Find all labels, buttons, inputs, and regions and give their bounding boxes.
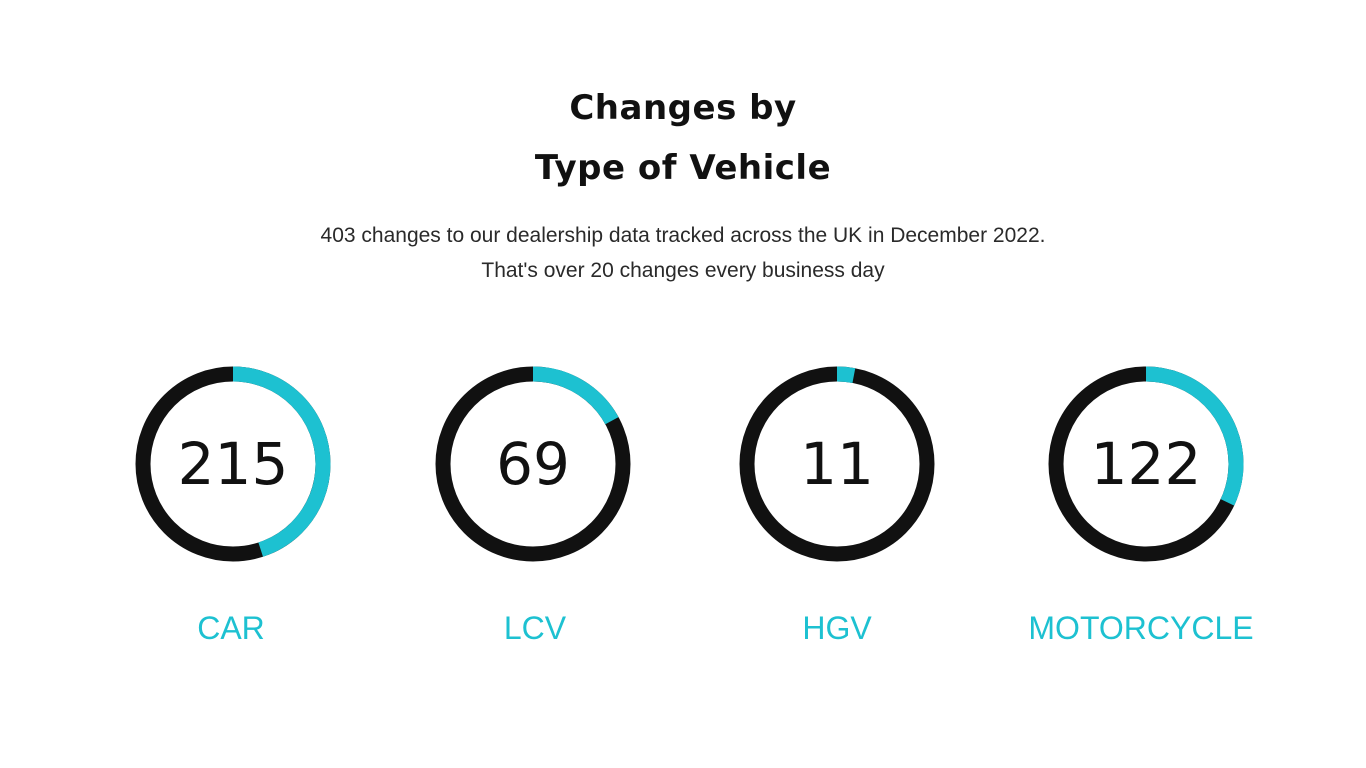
gauge-label-car: CAR [197, 610, 265, 646]
gauge-lcv: 69 [433, 364, 633, 564]
gauge-arc [739, 366, 935, 562]
gauge-hgv: 11 [737, 364, 937, 564]
gauge-hgv-ring [739, 366, 935, 562]
gauge-car: 215 [133, 364, 333, 564]
gauge-value-motorcycle: 122 [1090, 430, 1202, 498]
gauge-value-hgv: 11 [800, 430, 874, 498]
gauge-arc [135, 366, 331, 562]
chart-title-line-1: Changes by [569, 88, 797, 128]
chart-subtitle-line-2: That's over 20 changes every business da… [481, 259, 885, 282]
gauge-motorcycle-ring [1048, 366, 1244, 562]
gauge-car-ring [135, 366, 331, 562]
gauge-value-car: 215 [177, 430, 289, 498]
gauge-label-hgv: HGV [802, 610, 872, 646]
gauge-arc [1048, 366, 1244, 562]
gauge-lcv-ring [435, 366, 631, 562]
gauge-label-motorcycle: MOTORCYCLE [1028, 610, 1254, 646]
gauge-arc [435, 366, 631, 562]
chart-title-line-2: Type of Vehicle [534, 148, 832, 188]
chart-subtitle-line-1: 403 changes to our dealership data track… [320, 224, 1046, 247]
gauge-motorcycle: 122 [1046, 364, 1246, 564]
gauge-label-lcv: LCV [503, 610, 567, 646]
gauge-value-lcv: 69 [496, 430, 570, 498]
